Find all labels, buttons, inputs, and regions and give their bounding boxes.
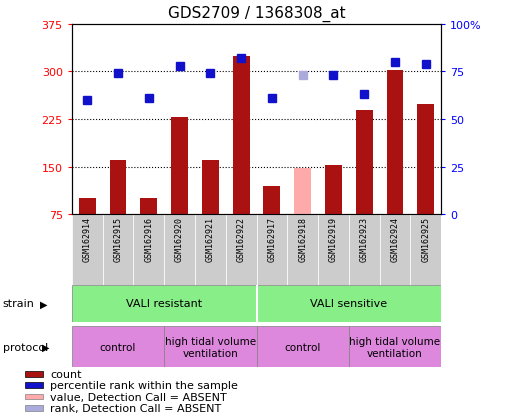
Bar xyxy=(25,394,43,399)
Bar xyxy=(349,215,380,285)
Bar xyxy=(256,326,349,368)
Text: strain: strain xyxy=(3,299,34,309)
Text: GSM162915: GSM162915 xyxy=(113,217,123,262)
Bar xyxy=(79,199,95,215)
Bar xyxy=(410,215,441,285)
Text: GSM162914: GSM162914 xyxy=(83,217,92,262)
Text: GSM162921: GSM162921 xyxy=(206,217,215,262)
Text: GSM162916: GSM162916 xyxy=(144,217,153,262)
Bar xyxy=(287,215,318,285)
Text: high tidal volume
ventilation: high tidal volume ventilation xyxy=(349,336,441,358)
Text: count: count xyxy=(50,369,82,379)
Bar xyxy=(318,215,349,285)
Text: GSM162925: GSM162925 xyxy=(421,217,430,262)
Bar xyxy=(264,186,280,215)
Bar xyxy=(195,215,226,285)
Bar xyxy=(25,371,43,377)
Text: ▶: ▶ xyxy=(42,342,50,352)
Bar xyxy=(103,215,133,285)
Bar xyxy=(256,285,441,322)
Bar xyxy=(72,326,164,368)
Bar xyxy=(380,215,410,285)
Bar xyxy=(356,110,372,215)
Text: GSM162918: GSM162918 xyxy=(298,217,307,262)
Text: GSM162919: GSM162919 xyxy=(329,217,338,262)
Bar xyxy=(349,326,441,368)
Bar xyxy=(164,326,256,368)
Text: percentile rank within the sample: percentile rank within the sample xyxy=(50,380,239,390)
Text: GSM162923: GSM162923 xyxy=(360,217,369,262)
Text: GSM162922: GSM162922 xyxy=(236,217,246,262)
Text: value, Detection Call = ABSENT: value, Detection Call = ABSENT xyxy=(50,392,227,401)
Bar xyxy=(171,118,188,215)
Bar xyxy=(110,161,126,215)
Title: GDS2709 / 1368308_at: GDS2709 / 1368308_at xyxy=(168,6,345,22)
Bar xyxy=(72,215,103,285)
Bar xyxy=(232,57,249,215)
Bar xyxy=(256,215,287,285)
Bar xyxy=(72,285,256,322)
Bar xyxy=(140,199,157,215)
Text: GSM162917: GSM162917 xyxy=(267,217,277,262)
Bar xyxy=(387,70,404,215)
Bar xyxy=(25,405,43,411)
Text: GSM162920: GSM162920 xyxy=(175,217,184,262)
Bar xyxy=(202,161,219,215)
Text: high tidal volume
ventilation: high tidal volume ventilation xyxy=(165,336,256,358)
Bar xyxy=(25,382,43,388)
Bar xyxy=(164,215,195,285)
Bar xyxy=(133,215,164,285)
Text: protocol: protocol xyxy=(3,342,48,352)
Text: control: control xyxy=(285,342,321,352)
Bar xyxy=(418,105,434,215)
Text: rank, Detection Call = ABSENT: rank, Detection Call = ABSENT xyxy=(50,403,222,413)
Text: GSM162924: GSM162924 xyxy=(390,217,400,262)
Text: control: control xyxy=(100,342,136,352)
Text: VALI sensitive: VALI sensitive xyxy=(310,299,387,309)
Text: ▶: ▶ xyxy=(40,299,48,309)
Bar xyxy=(325,166,342,215)
Bar xyxy=(226,215,256,285)
Bar xyxy=(294,169,311,215)
Text: VALI resistant: VALI resistant xyxy=(126,299,202,309)
